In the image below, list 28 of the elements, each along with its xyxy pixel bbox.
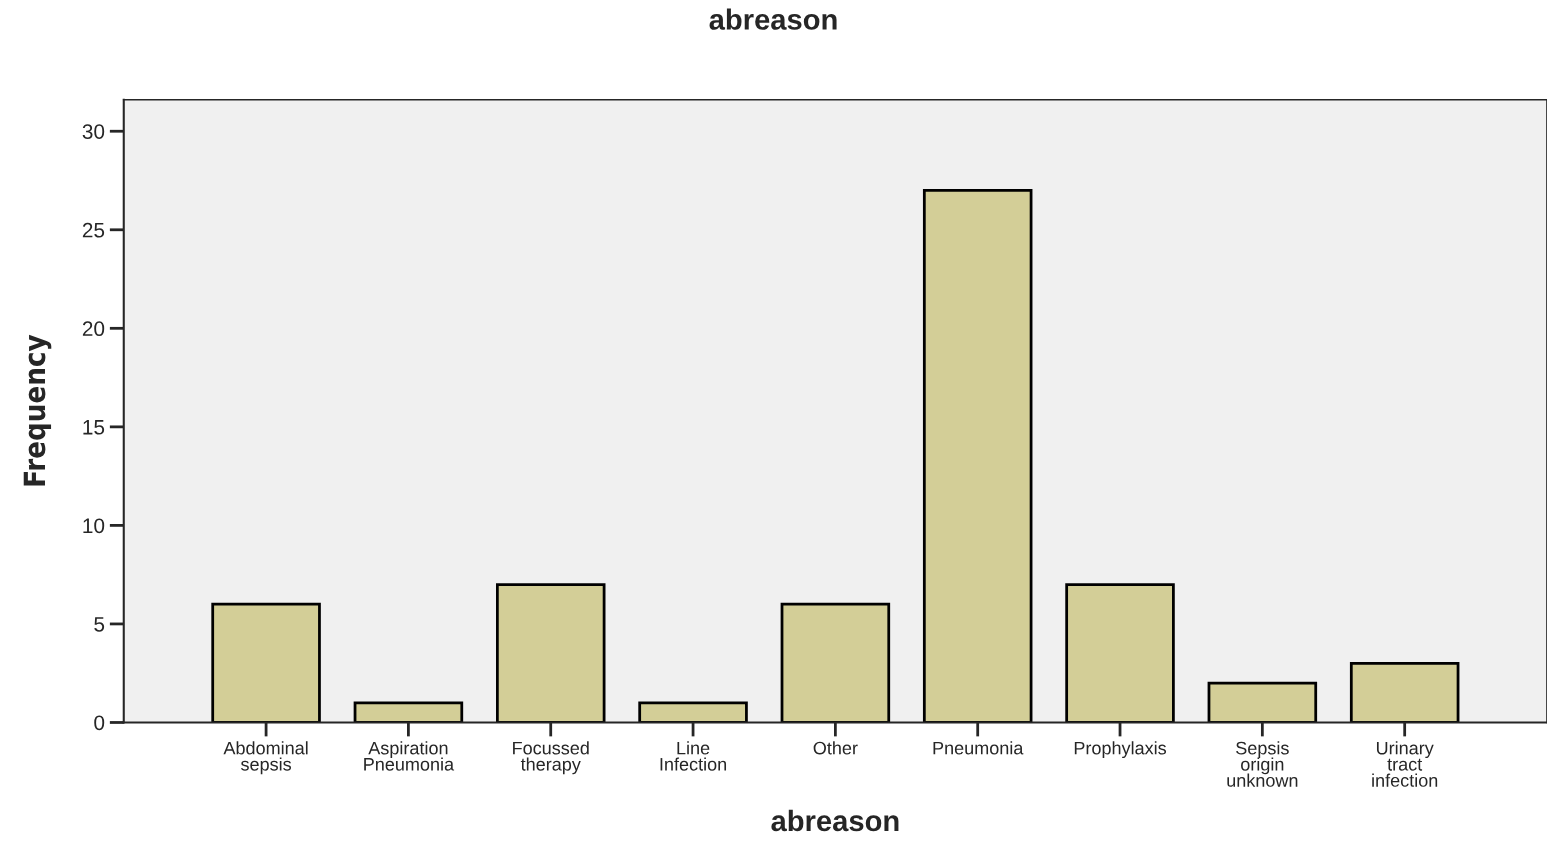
- x-tick-label: Prophylaxis: [1074, 741, 1167, 759]
- chart-title: abreason: [709, 8, 837, 30]
- bar: [1349, 661, 1460, 723]
- bar: [1207, 681, 1318, 723]
- bar: [353, 701, 464, 723]
- y-axis-title: Frequency: [23, 334, 52, 486]
- y-tick-label: 10: [83, 518, 105, 534]
- bar: [1065, 583, 1175, 723]
- y-tick-label: 15: [83, 420, 105, 435]
- bar: [211, 602, 321, 723]
- x-tick-label: Sepsis origin unknown: [1227, 741, 1298, 787]
- y-tick-label: 30: [82, 124, 105, 139]
- x-tick-label: Focussed therapy: [513, 741, 589, 775]
- x-tick-label: Line Infection: [660, 741, 727, 771]
- bar: [638, 701, 748, 723]
- x-tick-label: Pneumonia: [933, 741, 1024, 755]
- x-axis-title: abreason: [771, 809, 899, 832]
- bar: [780, 602, 891, 723]
- x-tick-label: Abdominal sepsis: [223, 741, 308, 775]
- y-tick-label: 0: [94, 715, 105, 731]
- bar: [495, 583, 606, 723]
- x-tick-label: Aspiration Pneumonia: [364, 741, 455, 771]
- x-tick-label: Urinary tract infection: [1372, 741, 1438, 787]
- y-tick-label: 25: [82, 222, 105, 238]
- y-tick-label: 20: [82, 321, 105, 337]
- bar: [922, 188, 1033, 723]
- x-tick-label: Other: [813, 741, 858, 755]
- y-tick-label: 5: [94, 617, 105, 632]
